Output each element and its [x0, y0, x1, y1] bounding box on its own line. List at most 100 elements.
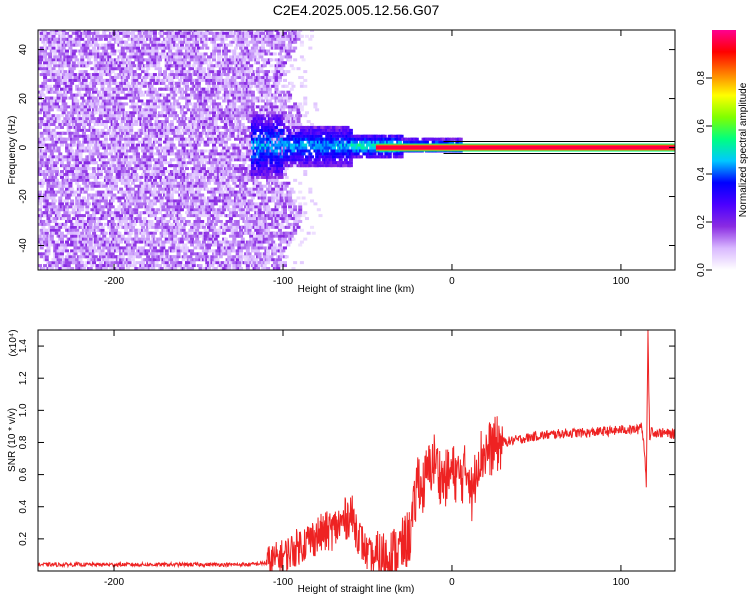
heatmap-cell	[193, 164, 198, 168]
heatmap-cell	[71, 143, 76, 147]
heatmap-cell	[201, 249, 206, 253]
heatmap-cell	[49, 120, 54, 124]
heatmap-cell	[66, 167, 71, 171]
heatmap-cell	[87, 37, 91, 41]
heatmap-cell	[103, 134, 108, 138]
heatmap-cell	[78, 134, 83, 138]
heatmap-cell	[43, 55, 48, 59]
heatmap-cell	[186, 64, 191, 68]
heatmap-cell	[95, 267, 100, 270]
heatmap-cell	[76, 90, 81, 94]
heatmap-cell	[44, 161, 49, 165]
heatmap-cell	[181, 120, 186, 124]
heatmap-cell	[193, 158, 198, 162]
heatmap-cell	[108, 175, 113, 179]
heatmap-cell	[107, 128, 112, 132]
heatmap-cell	[78, 149, 83, 153]
heatmap-cell	[166, 196, 171, 200]
heatmap-cell	[183, 90, 188, 94]
heatmap-cell	[105, 181, 110, 185]
heatmap-cell	[159, 196, 164, 200]
heatmap-cell	[92, 181, 97, 185]
heatmap-cell	[200, 155, 205, 159]
heatmap-cell	[97, 167, 102, 171]
heatmap-cell	[71, 120, 76, 124]
heatmap-cell	[220, 211, 225, 215]
heatmap-cell	[75, 93, 80, 97]
heatmap-cell	[119, 155, 124, 159]
heatmap-cell	[217, 61, 222, 65]
heatmap-cell	[146, 149, 151, 153]
heatmap-cell	[169, 70, 174, 74]
heatmap-cell	[157, 99, 162, 103]
heatmap-cell	[210, 149, 215, 153]
heatmap-cell	[103, 114, 108, 118]
heatmap-cell	[161, 128, 166, 132]
heatmap-cell	[93, 58, 98, 62]
heatmap-cell	[54, 264, 59, 268]
heatmap-cell	[222, 70, 227, 74]
heatmap-cell	[48, 105, 53, 109]
heatmap-cell	[100, 155, 105, 159]
heatmap-cell	[156, 222, 161, 226]
heatmap-cell	[46, 252, 51, 256]
heatmap-cell	[210, 134, 215, 138]
heatmap-cell	[39, 228, 44, 232]
heatmap-cell	[65, 175, 70, 179]
heatmap-cell	[110, 187, 115, 191]
heatmap-cell	[95, 172, 100, 176]
heatmap-cell	[171, 158, 176, 162]
heatmap-cell	[134, 231, 139, 235]
heatmap-cell	[147, 167, 152, 171]
heatmap-cell	[88, 246, 93, 250]
heatmap-cell	[179, 246, 184, 250]
heatmap-cell	[97, 81, 102, 85]
heatmap-cell	[173, 267, 178, 270]
heatmap-cell	[130, 181, 135, 185]
heatmap-cell	[59, 175, 64, 179]
heatmap-cell	[115, 102, 120, 106]
heatmap-cell	[78, 161, 83, 165]
heatmap-cell	[134, 73, 139, 77]
heatmap-cell	[185, 264, 189, 268]
heatmap-cell	[39, 46, 44, 50]
heatmap-cell	[190, 249, 195, 253]
heatmap-cell	[127, 258, 132, 262]
heatmap-cell	[66, 243, 71, 247]
heatmap-cell	[132, 255, 137, 259]
heatmap-cell	[120, 49, 125, 53]
heatmap-cell	[110, 267, 115, 270]
heatmap-cell	[119, 134, 124, 138]
heatmap-cell	[95, 149, 100, 153]
heatmap-cell	[95, 152, 100, 156]
heatmap-cell	[137, 267, 142, 270]
heatmap-cell	[87, 146, 91, 150]
heatmap-cell	[144, 117, 149, 121]
heatmap-cell	[166, 149, 171, 153]
heatmap-cell	[186, 125, 191, 129]
heatmap-cell	[97, 190, 102, 194]
heatmap-cell	[117, 64, 122, 68]
heatmap-cell	[129, 120, 134, 124]
heatmap-cell	[83, 120, 88, 124]
heatmap-cell	[205, 134, 210, 138]
heatmap-cell	[179, 219, 184, 223]
heatmap-cell	[132, 105, 137, 109]
heatmap-cell	[124, 125, 129, 129]
heatmap-cell	[217, 181, 222, 185]
heatmap-cell	[58, 61, 63, 65]
heatmap-cell	[190, 117, 195, 121]
heatmap-cell	[88, 243, 93, 247]
heatmap-cell	[196, 84, 201, 88]
heatmap-cell	[120, 164, 125, 168]
heatmap-cell	[39, 178, 44, 182]
heatmap-cell	[205, 205, 210, 209]
heatmap-cell	[68, 73, 73, 77]
heatmap-cell	[56, 114, 61, 118]
heatmap-cell	[190, 49, 195, 53]
heatmap-cell	[185, 175, 189, 179]
heatmap-cell	[190, 208, 195, 212]
heatmap-cell	[200, 149, 205, 153]
heatmap-cell	[68, 34, 73, 38]
heatmap-cell	[178, 205, 183, 209]
